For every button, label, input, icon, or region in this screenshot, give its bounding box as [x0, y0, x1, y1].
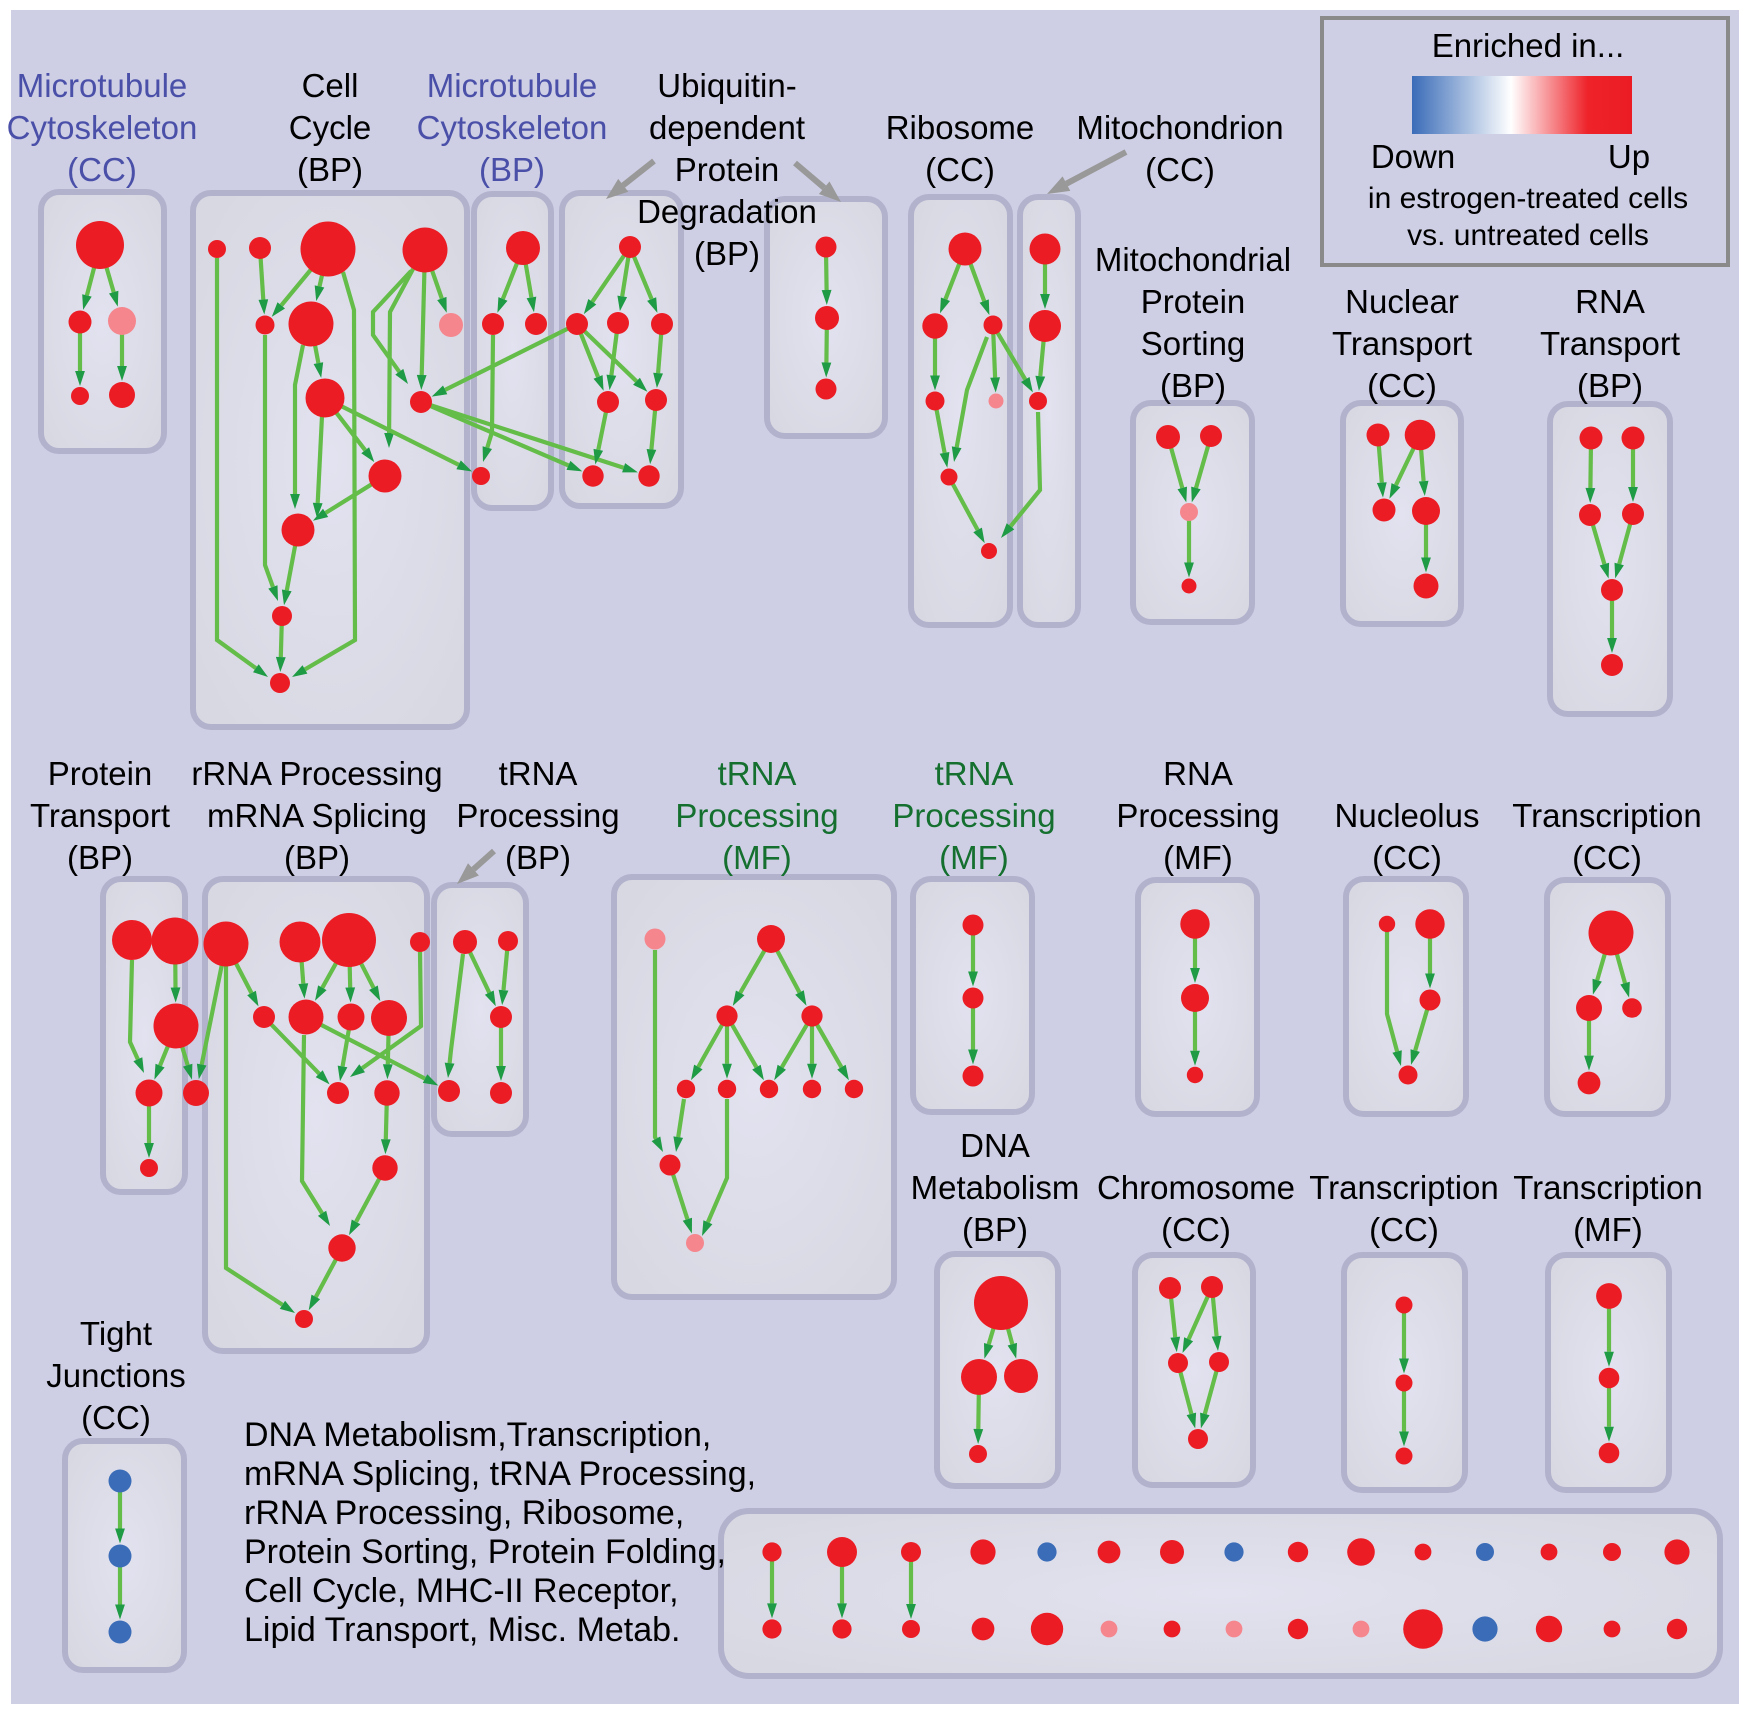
svg-text:Transcription: Transcription — [1512, 797, 1702, 834]
svg-text:in estrogen-treated cells: in estrogen-treated cells — [1368, 182, 1688, 215]
svg-text:vs. untreated cells: vs. untreated cells — [1407, 219, 1649, 252]
svg-text:Transport: Transport — [30, 797, 170, 834]
svg-text:(CC): (CC) — [81, 1399, 151, 1436]
svg-text:Protein: Protein — [1141, 283, 1246, 320]
svg-text:Ubiquitin-: Ubiquitin- — [657, 67, 796, 104]
svg-text:(CC): (CC) — [1372, 839, 1442, 876]
svg-text:Tight: Tight — [80, 1315, 152, 1352]
svg-text:Up: Up — [1608, 138, 1650, 175]
svg-text:Down: Down — [1371, 138, 1455, 175]
svg-text:Protein: Protein — [675, 151, 780, 188]
svg-text:Cell: Cell — [302, 67, 359, 104]
svg-text:(CC): (CC) — [1369, 1211, 1439, 1248]
svg-text:Lipid Transport, Misc. Metab.: Lipid Transport, Misc. Metab. — [244, 1611, 681, 1649]
svg-text:(BP): (BP) — [962, 1211, 1028, 1248]
svg-text:Transcription: Transcription — [1513, 1169, 1703, 1206]
svg-text:DNA: DNA — [960, 1127, 1030, 1164]
svg-text:tRNA: tRNA — [935, 755, 1014, 792]
svg-text:RNA: RNA — [1575, 283, 1645, 320]
svg-text:(BP): (BP) — [694, 235, 760, 272]
svg-text:dependent: dependent — [649, 109, 805, 146]
svg-text:Sorting: Sorting — [1141, 325, 1246, 362]
svg-text:tRNA: tRNA — [718, 755, 797, 792]
svg-text:Ribosome: Ribosome — [886, 109, 1035, 146]
svg-text:Transcription: Transcription — [1309, 1169, 1499, 1206]
svg-text:Mitochondrion: Mitochondrion — [1076, 109, 1283, 146]
svg-text:Processing: Processing — [1116, 797, 1279, 834]
svg-text:Transport: Transport — [1332, 325, 1472, 362]
svg-text:(BP): (BP) — [479, 151, 545, 188]
svg-text:(MF): (MF) — [1163, 839, 1233, 876]
svg-text:Metabolism: Metabolism — [911, 1169, 1080, 1206]
svg-text:mRNA Splicing: mRNA Splicing — [207, 797, 427, 834]
svg-text:mRNA Splicing, tRNA Processing: mRNA Splicing, tRNA Processing, — [244, 1455, 756, 1493]
svg-text:Cycle: Cycle — [289, 109, 372, 146]
svg-text:Protein: Protein — [48, 755, 153, 792]
svg-text:Nucleolus: Nucleolus — [1335, 797, 1480, 834]
svg-text:RNA: RNA — [1163, 755, 1233, 792]
svg-text:Cytoskeleton: Cytoskeleton — [417, 109, 608, 146]
svg-text:Microtubule: Microtubule — [427, 67, 598, 104]
svg-text:(CC): (CC) — [1367, 367, 1437, 404]
svg-text:Processing: Processing — [675, 797, 838, 834]
svg-text:(BP): (BP) — [284, 839, 350, 876]
svg-text:Microtubule: Microtubule — [17, 67, 188, 104]
svg-text:Cytoskeleton: Cytoskeleton — [7, 109, 198, 146]
svg-text:(CC): (CC) — [1572, 839, 1642, 876]
svg-text:rRNA Processing, Ribosome,: rRNA Processing, Ribosome, — [244, 1494, 684, 1532]
svg-text:Protein Sorting, Protein Foldi: Protein Sorting, Protein Folding, — [244, 1533, 726, 1571]
svg-text:(MF): (MF) — [1573, 1211, 1643, 1248]
svg-text:(CC): (CC) — [1161, 1211, 1231, 1248]
svg-text:Cell Cycle, MHC-II Receptor,: Cell Cycle, MHC-II Receptor, — [244, 1572, 679, 1610]
svg-text:Processing: Processing — [456, 797, 619, 834]
svg-text:rRNA Processing: rRNA Processing — [191, 755, 442, 792]
svg-text:(CC): (CC) — [925, 151, 995, 188]
svg-text:Enriched in...: Enriched in... — [1432, 27, 1625, 64]
svg-text:Chromosome: Chromosome — [1097, 1169, 1295, 1206]
svg-text:DNA Metabolism,Transcription,: DNA Metabolism,Transcription, — [244, 1416, 711, 1454]
svg-text:(CC): (CC) — [1145, 151, 1215, 188]
svg-text:(BP): (BP) — [1577, 367, 1643, 404]
svg-text:Mitochondrial: Mitochondrial — [1095, 241, 1291, 278]
svg-text:Junctions: Junctions — [46, 1357, 185, 1394]
svg-text:Processing: Processing — [892, 797, 1055, 834]
svg-text:Transport: Transport — [1540, 325, 1680, 362]
svg-text:(CC): (CC) — [67, 151, 137, 188]
svg-text:(MF): (MF) — [939, 839, 1009, 876]
svg-text:tRNA: tRNA — [499, 755, 578, 792]
svg-text:(BP): (BP) — [1160, 367, 1226, 404]
svg-text:(BP): (BP) — [67, 839, 133, 876]
svg-text:(BP): (BP) — [505, 839, 571, 876]
svg-text:(MF): (MF) — [722, 839, 792, 876]
svg-text:(BP): (BP) — [297, 151, 363, 188]
svg-text:Degradation: Degradation — [637, 193, 817, 230]
svg-text:Nuclear: Nuclear — [1345, 283, 1459, 320]
